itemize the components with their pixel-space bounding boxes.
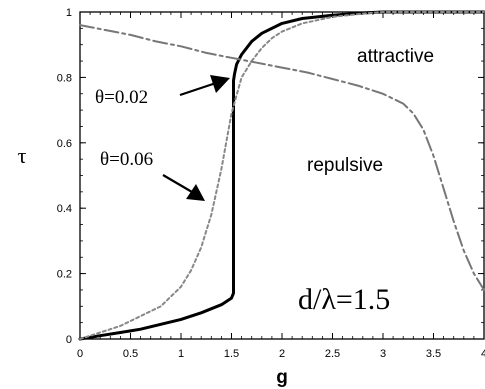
axis-ticks [79, 11, 485, 340]
series-line-2 [79, 11, 485, 340]
x-tick-label: 2.5 [325, 348, 340, 360]
x-tick-label: 1.5 [224, 348, 239, 360]
x-tick-label: 2 [279, 348, 285, 360]
annotation-theta-0-06: θ=0.06 [100, 149, 153, 170]
y-tick-label: 0.8 [57, 72, 72, 84]
series-line-3 [79, 24, 485, 291]
arrow-theta-0-02 [179, 75, 230, 97]
x-tick-label: 0 [77, 348, 83, 360]
x-tick-label: 0.5 [123, 348, 138, 360]
annotation-repulsive: repulsive [307, 155, 383, 176]
y-tick-label: 1 [66, 7, 72, 19]
y-tick-label: 0.4 [57, 203, 72, 215]
x-tick-label: 1 [178, 348, 184, 360]
y-axis-title: τ [18, 143, 27, 168]
x-tick-label: 3.5 [426, 348, 441, 360]
annotation-attractive: attractive [357, 46, 434, 67]
x-axis-title: g [276, 367, 288, 388]
y-tick-label: 0 [66, 334, 72, 346]
y-tick-label: 0.6 [57, 138, 72, 150]
arrow-theta-0-06 [162, 174, 205, 201]
annotation-theta-0-02: θ=0.02 [95, 87, 148, 108]
x-tick-label: 4 [481, 348, 485, 360]
axis-tick-labels: 0 0.5 1 1.5 2 2.5 3 3.5 4 0 0.2 0.4 0.6 0.8 1 [57, 7, 485, 360]
series-layer [78, 10, 485, 341]
x-tick-label: 3 [380, 348, 386, 360]
annotation-ratio: d/λ=1.5 [298, 283, 390, 316]
y-tick-label: 0.2 [57, 269, 72, 281]
